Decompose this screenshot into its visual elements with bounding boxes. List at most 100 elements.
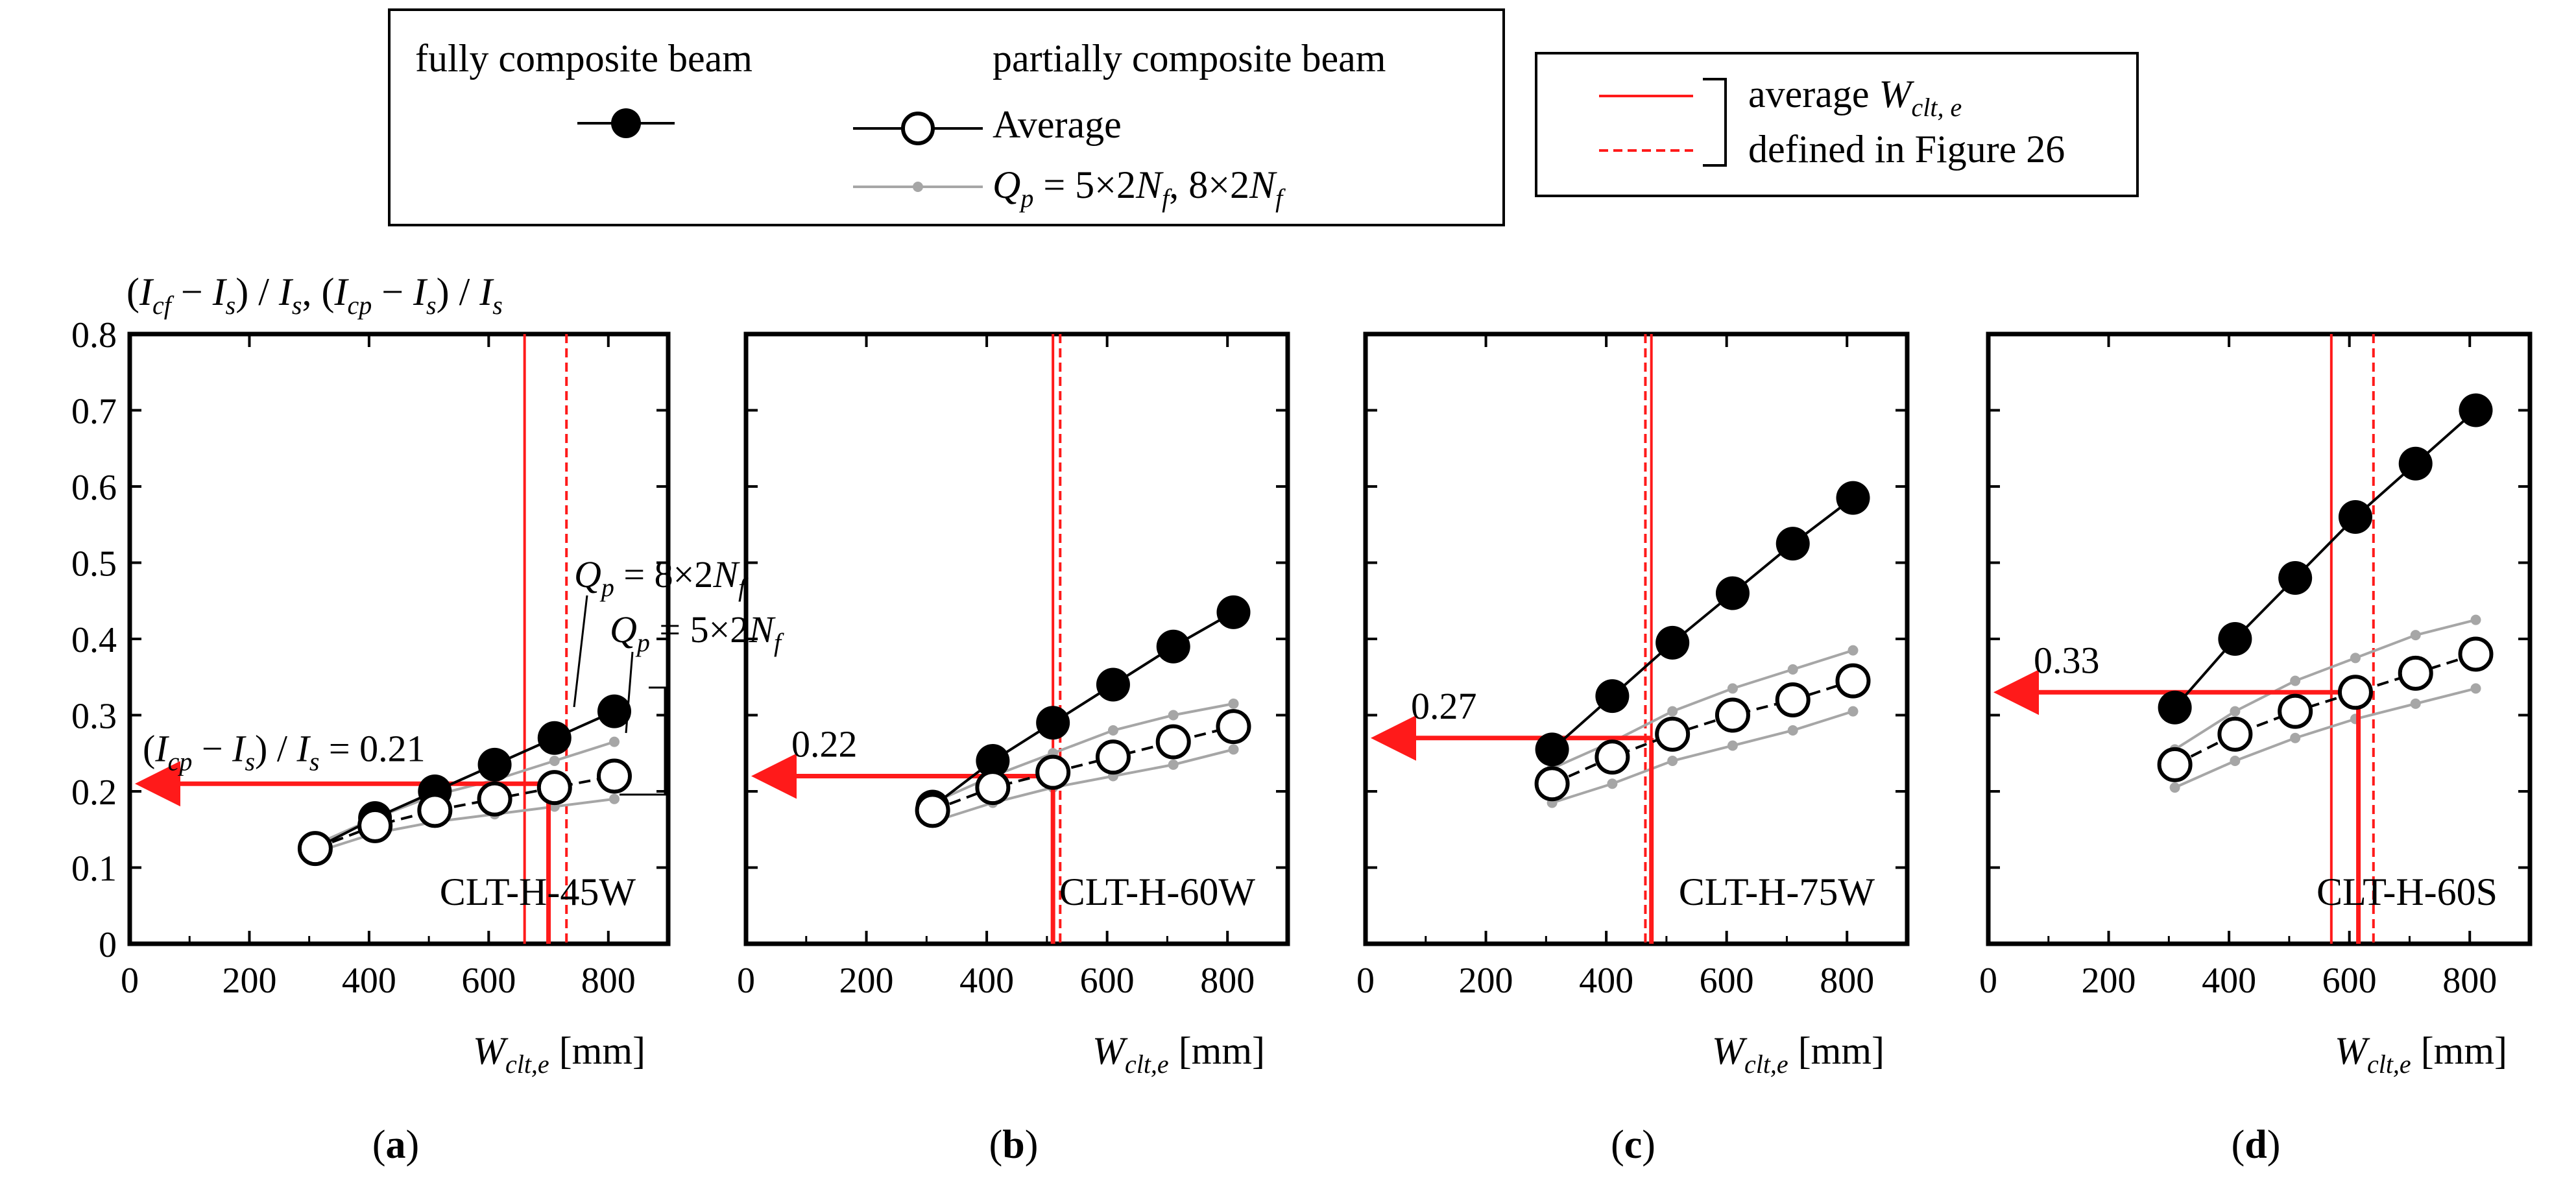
legend-average-marker [901, 112, 935, 145]
y-tick-label: 0.2 [71, 773, 117, 813]
fully-point [976, 744, 1010, 778]
fully-point [1535, 732, 1569, 767]
panel-c: 0 200 400 600 800 Wclt,e [mm] (c) CLT-H-75W 0.27 [1356, 331, 1910, 1167]
fully-point [1096, 667, 1130, 702]
x-tick-label: 0 [737, 961, 755, 1001]
y-tick-label: 0.8 [71, 315, 117, 355]
average-point [2217, 716, 2253, 752]
average-point [975, 770, 1011, 806]
x-tick-label: 800 [581, 961, 636, 1001]
x-axis-label: Wclt,e [mm] [2335, 1029, 2507, 1079]
callout-bracket [620, 686, 666, 796]
qp-point [1787, 725, 1798, 736]
legend-red-line1: average Wclt, e [1748, 73, 1962, 122]
average-point [1775, 682, 1811, 717]
average-point [1835, 663, 1871, 699]
fully-point [597, 694, 631, 728]
average-point [477, 781, 512, 817]
x-tick-label: 200 [2082, 961, 2136, 1001]
qp-point [1228, 744, 1239, 755]
qp-point [1168, 710, 1179, 721]
qp-series-line [932, 748, 1234, 823]
fully-point [477, 747, 512, 782]
y-tick-label: 0.3 [71, 697, 117, 737]
average-point [915, 793, 950, 828]
specimen-name: CLT-H-45W [440, 870, 636, 913]
x-axis-label: Wclt,e [mm] [1092, 1029, 1265, 1079]
legend-fully-marker [611, 108, 641, 138]
average-point [2337, 675, 2373, 710]
x-tick-label: 600 [461, 961, 516, 1001]
x-axis-label: Wclt,e [mm] [473, 1029, 645, 1079]
fully-point [1655, 625, 1690, 660]
x-tick-label: 200 [1459, 961, 1513, 1001]
x-tick-label: 400 [959, 961, 1014, 1001]
callout-lower-leader [625, 651, 634, 734]
qp-point [2290, 732, 2301, 743]
qp-point [1727, 740, 1738, 751]
average-point [536, 770, 572, 806]
panel-a: 0 0.1 0.2 0.3 0.4 0.5 0.6 0.7 0.8 0 200 400 600 800 Wc… [71, 315, 784, 1167]
y-tick-label: 0.7 [71, 392, 117, 432]
x-tick-label: 400 [342, 961, 396, 1001]
fully-point [1216, 595, 1251, 629]
qp-point [1168, 759, 1179, 770]
average-point [1155, 724, 1191, 760]
qp-series-line [2174, 687, 2476, 789]
average-point [2398, 655, 2433, 691]
average-point [1655, 716, 1691, 752]
average-point [2278, 693, 2313, 729]
fully-series-line [1551, 497, 1854, 750]
fully-series-line [2174, 409, 2477, 709]
y-axis-label: (Icf − Is) / Is, (Icp − Is) / Is [126, 270, 503, 320]
fully-point [2459, 393, 2493, 427]
qp-point [2470, 683, 2481, 694]
qp-point [2169, 782, 2180, 793]
legend-average-label: Average [993, 103, 1122, 146]
qp-point [1667, 756, 1678, 766]
fully-point [1715, 576, 1750, 610]
x-tick-label: 800 [1200, 961, 1255, 1001]
annotation-value: 0.27 [1411, 685, 1477, 727]
x-tick-label: 600 [2322, 961, 2377, 1001]
legend-red-line2: defined in Figure 26 [1748, 128, 2065, 171]
callout-lower: Qp = 5×2Nf [610, 608, 784, 657]
specimen-name: CLT-H-60S [2317, 870, 2498, 913]
x-tick-label: 800 [1820, 961, 1874, 1001]
panel-b: 0 200 400 600 800 Wclt,e [mm] (b) CLT-H-60W 0.22 [737, 331, 1290, 1167]
x-tick-label: 800 [2442, 961, 2497, 1001]
plot-frame [1363, 331, 1910, 946]
panel-label: (b) [989, 1123, 1039, 1167]
x-tick-label: 0 [1979, 961, 1997, 1001]
qp-point [609, 793, 620, 804]
fully-point [2278, 561, 2313, 595]
fully-point [1156, 629, 1190, 664]
annotation-value: (Icp − Is) / Is = 0.21 [143, 727, 426, 776]
x-tick-label: 0 [1356, 961, 1375, 1001]
legend-average-w-frame [1535, 52, 2139, 197]
annotation-value: 0.33 [2034, 639, 2100, 681]
y-tick-label: 0.1 [71, 849, 117, 889]
average-point [357, 808, 393, 843]
qp-point [2410, 630, 2421, 641]
fully-point [1595, 679, 1630, 714]
legend-partial-label: partially composite beam [993, 37, 1386, 80]
average-point [597, 758, 632, 794]
qp-point [2290, 675, 2301, 686]
qp-point [2230, 706, 2241, 717]
x-tick-label: 200 [222, 961, 276, 1001]
qp-point [1848, 706, 1859, 717]
fully-point [1836, 481, 1870, 515]
panel-label: (c) [1611, 1123, 1655, 1167]
x-tick-label: 400 [1579, 961, 1633, 1001]
qp-point [2230, 756, 2241, 766]
qp-point [1107, 725, 1118, 736]
average-point [1534, 766, 1570, 802]
qp-series-line [2174, 618, 2476, 751]
fully-point [1776, 527, 1810, 561]
plot-frame [127, 331, 671, 946]
callout-upper-leader [573, 595, 588, 708]
y-tick-label: 0.4 [71, 620, 117, 660]
average-point [1595, 739, 1630, 775]
qp-point [549, 756, 560, 766]
